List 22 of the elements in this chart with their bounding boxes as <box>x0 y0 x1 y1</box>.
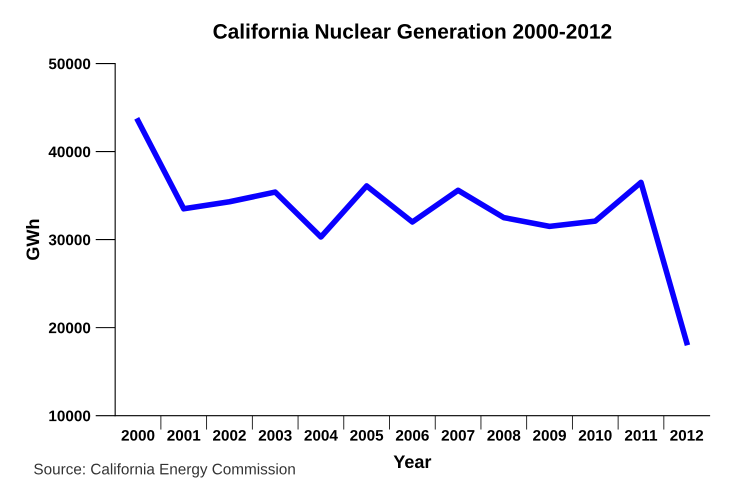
x-tick-label: 2003 <box>258 430 292 441</box>
chart-title: California Nuclear Generation 2000-2012 <box>214 23 612 39</box>
y-axis-title: GWh <box>26 220 40 260</box>
y-tick-label: 50000 <box>48 58 90 70</box>
x-tick-label: 2005 <box>350 430 384 441</box>
x-axis-title: Year <box>394 456 432 468</box>
x-tick-label: 2004 <box>304 430 338 441</box>
x-tick-label: 2011 <box>624 430 658 441</box>
y-tick-label: 10000 <box>49 410 90 422</box>
x-tick-label: 2001 <box>167 430 200 441</box>
x-tick-label: 2007 <box>442 430 474 441</box>
x-tick-label: 2010 <box>578 430 612 441</box>
x-tick-label: 2008 <box>487 430 520 441</box>
x-tick-label: 2000 <box>122 430 154 441</box>
source-note: Source: California Energy Commission <box>34 463 295 478</box>
x-tick-label: 2009 <box>533 430 566 441</box>
y-tick-label: 30000 <box>48 234 90 246</box>
y-tick-label: 40000 <box>48 146 90 158</box>
y-tick-label: 20000 <box>48 322 90 334</box>
x-tick-label: 2012 <box>670 430 704 441</box>
x-tick-label: 2006 <box>396 430 429 441</box>
x-tick-label: 2002 <box>213 430 246 441</box>
